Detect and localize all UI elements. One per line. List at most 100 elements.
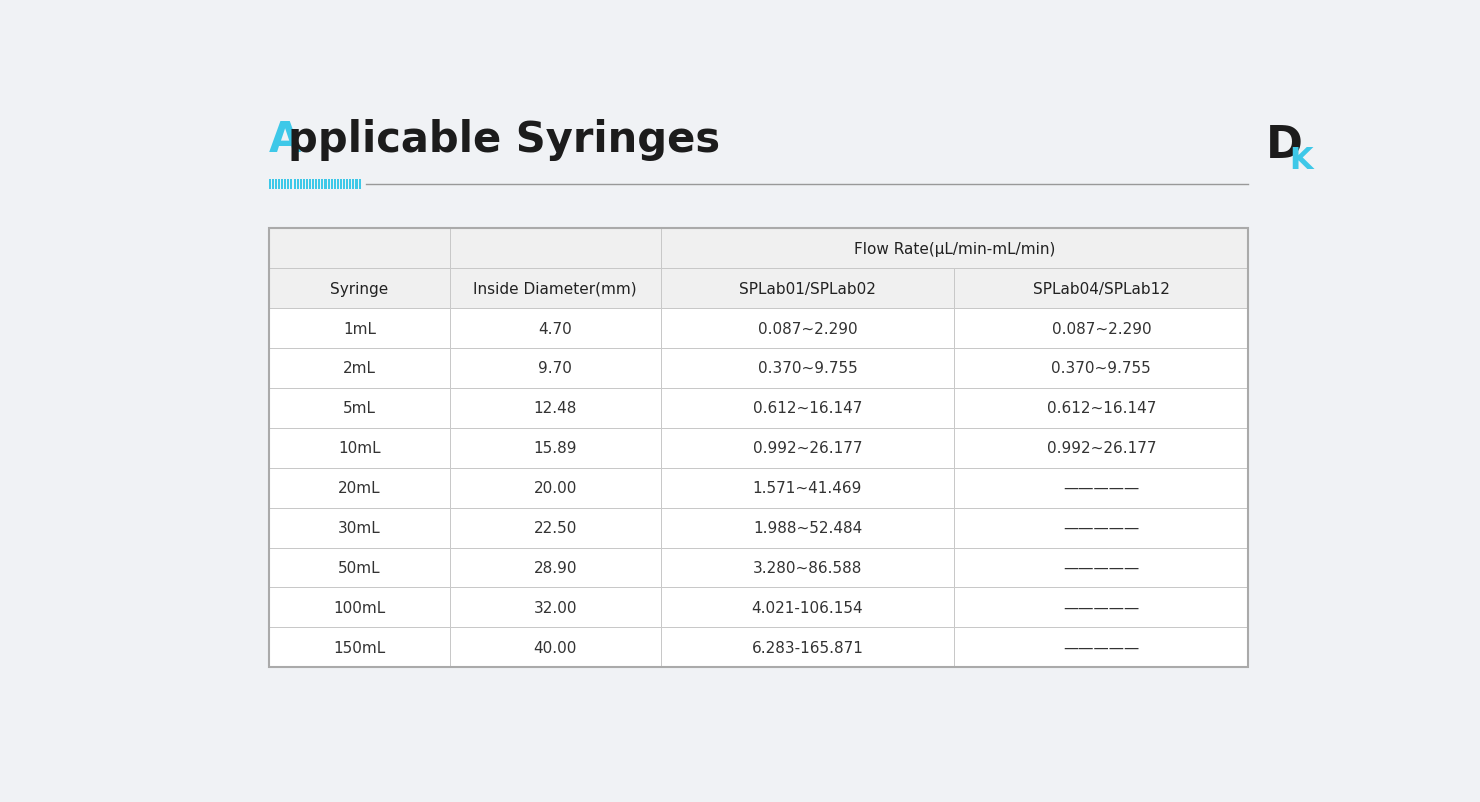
- Bar: [327, 180, 330, 189]
- FancyBboxPatch shape: [450, 349, 660, 388]
- FancyBboxPatch shape: [269, 428, 450, 468]
- Text: 40.00: 40.00: [534, 640, 577, 655]
- Text: 5mL: 5mL: [343, 401, 376, 416]
- FancyBboxPatch shape: [955, 349, 1248, 388]
- FancyBboxPatch shape: [955, 388, 1248, 428]
- FancyBboxPatch shape: [269, 309, 450, 349]
- Text: 20mL: 20mL: [337, 480, 380, 496]
- Text: —————: —————: [1063, 520, 1140, 536]
- FancyBboxPatch shape: [660, 468, 955, 508]
- Bar: [318, 180, 320, 189]
- Text: 1.988~52.484: 1.988~52.484: [753, 520, 863, 536]
- FancyBboxPatch shape: [660, 229, 1248, 269]
- FancyBboxPatch shape: [450, 628, 660, 667]
- Text: 32.00: 32.00: [533, 600, 577, 615]
- Text: A: A: [269, 119, 300, 161]
- Text: 3.280~86.588: 3.280~86.588: [753, 561, 863, 575]
- FancyBboxPatch shape: [955, 508, 1248, 548]
- FancyBboxPatch shape: [955, 309, 1248, 349]
- Bar: [321, 180, 324, 189]
- FancyBboxPatch shape: [450, 269, 660, 309]
- Text: pplicable Syringes: pplicable Syringes: [287, 119, 719, 161]
- Bar: [315, 180, 317, 189]
- Bar: [284, 180, 286, 189]
- Bar: [352, 180, 354, 189]
- FancyBboxPatch shape: [269, 229, 450, 269]
- Text: SPLab04/SPLab12: SPLab04/SPLab12: [1033, 282, 1169, 296]
- Text: 0.992~26.177: 0.992~26.177: [753, 441, 863, 456]
- FancyBboxPatch shape: [660, 628, 955, 667]
- Text: D: D: [1265, 124, 1302, 168]
- Text: 28.90: 28.90: [533, 561, 577, 575]
- Text: 0.087~2.290: 0.087~2.290: [758, 321, 857, 336]
- FancyBboxPatch shape: [955, 269, 1248, 309]
- Text: 0.992~26.177: 0.992~26.177: [1046, 441, 1156, 456]
- FancyBboxPatch shape: [955, 628, 1248, 667]
- Text: 0.612~16.147: 0.612~16.147: [753, 401, 863, 416]
- Text: Inside Diameter(mm): Inside Diameter(mm): [474, 282, 636, 296]
- Text: —————: —————: [1063, 640, 1140, 655]
- FancyBboxPatch shape: [269, 229, 1248, 667]
- Text: 2mL: 2mL: [343, 361, 376, 376]
- Text: —————: —————: [1063, 480, 1140, 496]
- Bar: [281, 180, 283, 189]
- FancyBboxPatch shape: [660, 588, 955, 628]
- Text: 0.612~16.147: 0.612~16.147: [1046, 401, 1156, 416]
- Bar: [330, 180, 333, 189]
- Bar: [343, 180, 345, 189]
- FancyBboxPatch shape: [660, 388, 955, 428]
- FancyBboxPatch shape: [450, 468, 660, 508]
- Text: 50mL: 50mL: [337, 561, 380, 575]
- Text: 22.50: 22.50: [534, 520, 577, 536]
- Bar: [340, 180, 342, 189]
- FancyBboxPatch shape: [660, 548, 955, 588]
- Bar: [293, 180, 296, 189]
- Text: 1.571~41.469: 1.571~41.469: [753, 480, 863, 496]
- FancyBboxPatch shape: [955, 588, 1248, 628]
- Text: 4.70: 4.70: [539, 321, 573, 336]
- Text: —————: —————: [1063, 561, 1140, 575]
- Bar: [272, 180, 274, 189]
- FancyBboxPatch shape: [269, 588, 450, 628]
- Bar: [296, 180, 299, 189]
- FancyBboxPatch shape: [269, 508, 450, 548]
- Bar: [299, 180, 302, 189]
- Bar: [309, 180, 311, 189]
- Text: 9.70: 9.70: [539, 361, 573, 376]
- Text: 10mL: 10mL: [337, 441, 380, 456]
- FancyBboxPatch shape: [450, 548, 660, 588]
- Text: 0.370~9.755: 0.370~9.755: [1051, 361, 1151, 376]
- Text: 6.283-165.871: 6.283-165.871: [752, 640, 863, 655]
- Text: 0.370~9.755: 0.370~9.755: [758, 361, 857, 376]
- Bar: [287, 180, 290, 189]
- Text: Syringe: Syringe: [330, 282, 388, 296]
- FancyBboxPatch shape: [450, 588, 660, 628]
- FancyBboxPatch shape: [450, 508, 660, 548]
- Bar: [355, 180, 358, 189]
- Text: —————: —————: [1063, 600, 1140, 615]
- Text: SPLab01/SPLab02: SPLab01/SPLab02: [739, 282, 876, 296]
- FancyBboxPatch shape: [955, 548, 1248, 588]
- FancyBboxPatch shape: [269, 349, 450, 388]
- FancyBboxPatch shape: [660, 508, 955, 548]
- Bar: [324, 180, 327, 189]
- FancyBboxPatch shape: [269, 628, 450, 667]
- Bar: [275, 180, 277, 189]
- FancyBboxPatch shape: [269, 269, 450, 309]
- Text: 20.00: 20.00: [534, 480, 577, 496]
- Text: K: K: [1289, 146, 1313, 175]
- Text: Flow Rate(μL/min-mL/min): Flow Rate(μL/min-mL/min): [854, 241, 1055, 257]
- Bar: [278, 180, 280, 189]
- Bar: [306, 180, 308, 189]
- Text: 15.89: 15.89: [533, 441, 577, 456]
- Text: 100mL: 100mL: [333, 600, 385, 615]
- Bar: [290, 180, 293, 189]
- FancyBboxPatch shape: [450, 428, 660, 468]
- FancyBboxPatch shape: [450, 309, 660, 349]
- FancyBboxPatch shape: [450, 388, 660, 428]
- Bar: [346, 180, 348, 189]
- FancyBboxPatch shape: [450, 229, 660, 269]
- Bar: [312, 180, 314, 189]
- Bar: [349, 180, 351, 189]
- Text: 1mL: 1mL: [343, 321, 376, 336]
